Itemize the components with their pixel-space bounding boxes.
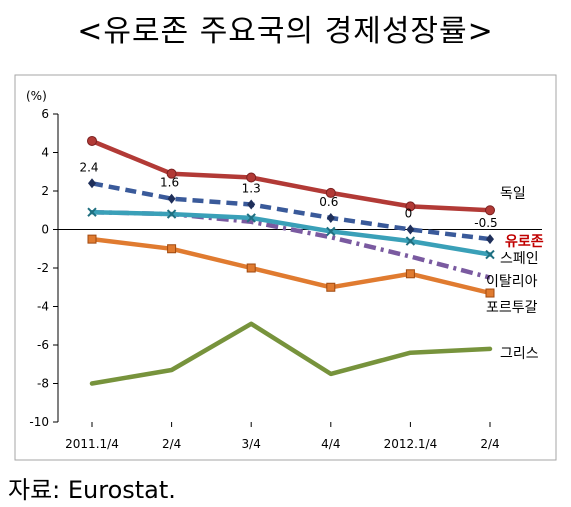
series-line-2: [89, 209, 493, 257]
data-point: [326, 226, 336, 237]
y-tick-label: -6: [37, 338, 49, 352]
data-point: [405, 236, 416, 246]
data-point: [486, 234, 494, 245]
data-point: [167, 244, 177, 254]
y-tick-label: -2: [37, 261, 49, 275]
data-label: 0.6: [319, 195, 338, 209]
series-name-label: 그리스: [500, 346, 539, 362]
data-label: 2.4: [79, 160, 98, 174]
series-name-label: 스페인: [500, 251, 539, 267]
series-name-label: 독일: [500, 186, 526, 202]
data-point: [405, 269, 415, 279]
series-name-label: 포르투갈: [486, 300, 538, 316]
series-name-label: 이탈리아: [486, 274, 538, 290]
y-axis-unit: (%): [26, 89, 47, 103]
data-point: [246, 172, 257, 183]
y-tick-label: -10: [29, 415, 49, 429]
data-point: [326, 212, 335, 223]
x-tick-label: 2012.1/4: [384, 437, 438, 451]
data-point: [405, 201, 416, 212]
series-line-0: [89, 138, 493, 213]
x-tick-label: 2/4: [162, 437, 181, 451]
series-line-3: [91, 209, 491, 280]
x-tick-label: 2011.1/4: [65, 437, 119, 451]
data-point: [88, 178, 96, 189]
data-label: 1.3: [242, 181, 261, 195]
data-point: [246, 263, 256, 273]
data-point: [87, 207, 97, 217]
data-point: [166, 209, 177, 219]
data-point: [247, 199, 256, 210]
x-tick-label: 4/4: [321, 437, 340, 451]
line-chart: (%) 6 4 2 0 -2 -4 -6 -8 -10 2011.1/4 2/4 3/4 4/4 2012.…: [14, 74, 557, 461]
data-point: [485, 249, 495, 260]
data-label: 1.6: [160, 176, 179, 190]
data-label: 0: [405, 207, 413, 221]
y-tick-label: -8: [37, 377, 49, 391]
y-tick-label: 0: [41, 223, 49, 237]
y-tick-label: 4: [41, 146, 49, 160]
x-tick-label: 3/4: [242, 437, 261, 451]
data-label: -0.5: [474, 216, 497, 230]
data-point: [406, 224, 415, 235]
data-point: [167, 193, 176, 204]
source-note: 자료: Eurostat.: [8, 476, 176, 504]
data-point: [87, 135, 97, 146]
y-tick-label: 6: [41, 107, 49, 121]
series-line-4: [89, 236, 493, 296]
data-point: [166, 168, 177, 179]
y-tick-label: 2: [41, 184, 49, 198]
y-tick-label: -4: [37, 300, 49, 314]
series-line-5: [89, 321, 493, 386]
series-name-label: 유로존: [505, 234, 544, 250]
data-point: [485, 288, 495, 298]
chart-area: (%) 6 4 2 0 -2 -4 -6 -8 -10 2011.1/4 2/4 3/4 4/4 2012.…: [14, 74, 557, 461]
data-point: [485, 205, 495, 216]
x-tick-label: 2/4: [480, 437, 499, 451]
series-layer: [87, 135, 495, 386]
plot-frame: [14, 74, 557, 461]
data-point: [87, 234, 97, 244]
data-point: [325, 187, 336, 198]
chart-title: <유로존 주요국의 경제성장률>: [77, 14, 494, 49]
data-point: [326, 282, 336, 292]
data-point: [246, 213, 256, 223]
